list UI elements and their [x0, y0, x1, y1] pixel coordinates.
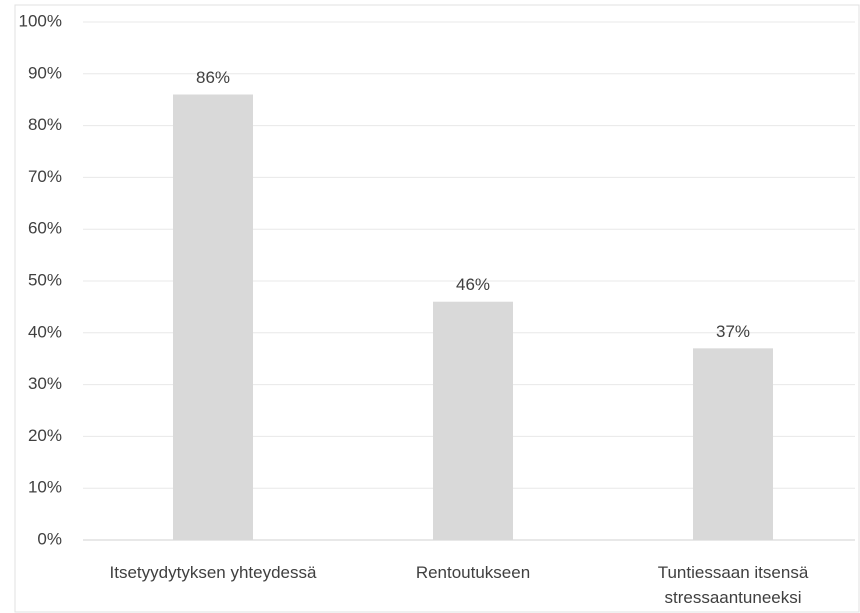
- data-label: 86%: [196, 68, 230, 87]
- chart-frame: [14, 4, 860, 613]
- y-tick-label: 50%: [28, 270, 62, 289]
- y-tick-label: 0%: [37, 529, 62, 548]
- bar: [173, 94, 253, 541]
- bar: [693, 348, 773, 540]
- y-tick-label: 100%: [19, 11, 62, 30]
- y-tick-label: 60%: [28, 219, 62, 238]
- y-tick-label: 80%: [28, 115, 62, 134]
- data-label: 37%: [716, 322, 750, 341]
- y-tick-label: 90%: [28, 63, 62, 82]
- y-tick-label: 30%: [28, 374, 62, 393]
- x-tick-label: Tuntiessaan itsensä stressaantuneeksi: [657, 563, 809, 607]
- x-tick-label: Rentoutukseen: [415, 563, 531, 582]
- y-tick-label: 20%: [28, 426, 62, 445]
- bar: [433, 301, 513, 540]
- data-label: 46%: [456, 275, 490, 294]
- y-tick-label: 70%: [28, 167, 62, 186]
- x-tick-label: Itsetyydytyksen yhteydessä: [109, 563, 317, 582]
- y-tick-label: 40%: [28, 322, 62, 341]
- y-tick-label: 10%: [28, 478, 62, 497]
